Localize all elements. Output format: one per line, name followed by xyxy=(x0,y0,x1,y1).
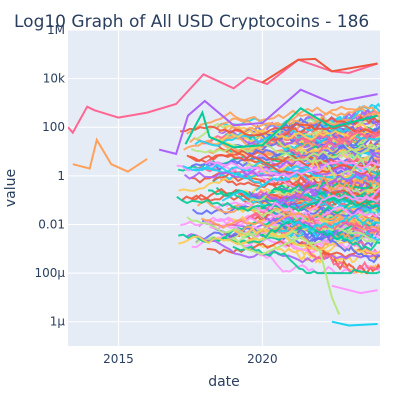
series-line xyxy=(68,58,378,135)
series-line xyxy=(331,320,378,327)
series-line xyxy=(268,187,380,220)
series-line xyxy=(245,170,380,203)
series-line xyxy=(232,245,380,275)
y-axis-ticks: 1M 10k 100 1 0.01 100μ 1μ xyxy=(34,23,65,329)
y-axis-label: value xyxy=(3,169,19,207)
series-line xyxy=(286,247,380,264)
series-line xyxy=(316,175,380,193)
x-axis-label: date xyxy=(208,374,240,390)
y-tick-label: 10k xyxy=(43,72,65,86)
series-lines xyxy=(68,57,380,327)
series-line xyxy=(249,171,380,204)
series-line xyxy=(200,212,380,233)
series-line xyxy=(331,284,378,295)
y-tick-label: 1 xyxy=(57,169,65,183)
series-line xyxy=(288,130,380,160)
y-tick-label: 100μ xyxy=(34,266,65,280)
y-tick-label: 1μ xyxy=(50,315,66,329)
series-line xyxy=(193,163,380,188)
series-line xyxy=(184,107,378,149)
series-line xyxy=(261,57,378,84)
series-line xyxy=(259,219,380,252)
series-line xyxy=(296,229,380,264)
series-line xyxy=(212,165,380,187)
series-line xyxy=(282,214,380,232)
x-axis-ticks: 2015 2020 xyxy=(103,352,277,366)
x-tick-label: 2015 xyxy=(103,352,134,366)
series-line xyxy=(204,159,380,179)
series-line xyxy=(223,105,380,135)
series-line xyxy=(176,193,380,212)
series-line xyxy=(158,88,378,156)
chart-title: Log10 Graph of All USD Cryptocoins - 186 xyxy=(14,12,369,32)
x-tick-label: 2020 xyxy=(247,352,278,366)
series-line xyxy=(194,127,380,147)
series-line xyxy=(270,115,380,142)
y-tick-label: 1M xyxy=(47,23,65,37)
series-line xyxy=(72,137,148,173)
series-line xyxy=(306,212,380,237)
series-line xyxy=(190,142,380,162)
series-line xyxy=(186,105,380,135)
series-line xyxy=(232,236,341,315)
series-line xyxy=(185,233,380,264)
series-line xyxy=(221,190,380,212)
y-tick-label: 0.01 xyxy=(38,217,65,231)
y-tick-label: 100 xyxy=(42,120,65,134)
series-line xyxy=(180,206,380,233)
series-line xyxy=(189,149,380,179)
series-line xyxy=(317,151,380,175)
series-line xyxy=(302,241,380,274)
